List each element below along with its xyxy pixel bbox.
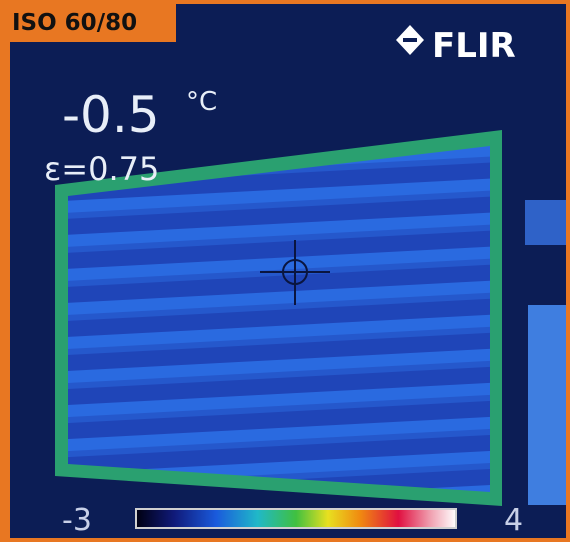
badge: ISO 60/80 bbox=[12, 10, 137, 36]
logo: FLIR bbox=[432, 26, 516, 66]
temperature-unit: °C bbox=[186, 87, 217, 117]
panel bbox=[68, 146, 490, 492]
badge-box bbox=[0, 0, 176, 42]
color-scale bbox=[135, 508, 457, 529]
logo-icon bbox=[396, 25, 424, 55]
right-object bbox=[528, 305, 566, 505]
emissivity: ε=0.75 bbox=[44, 150, 159, 188]
scale-max: 4 bbox=[504, 503, 523, 538]
temperature-value: -0.5 bbox=[62, 86, 160, 144]
scale-min: -3 bbox=[62, 503, 92, 538]
crosshair bbox=[260, 240, 330, 305]
right-object bbox=[525, 200, 566, 245]
